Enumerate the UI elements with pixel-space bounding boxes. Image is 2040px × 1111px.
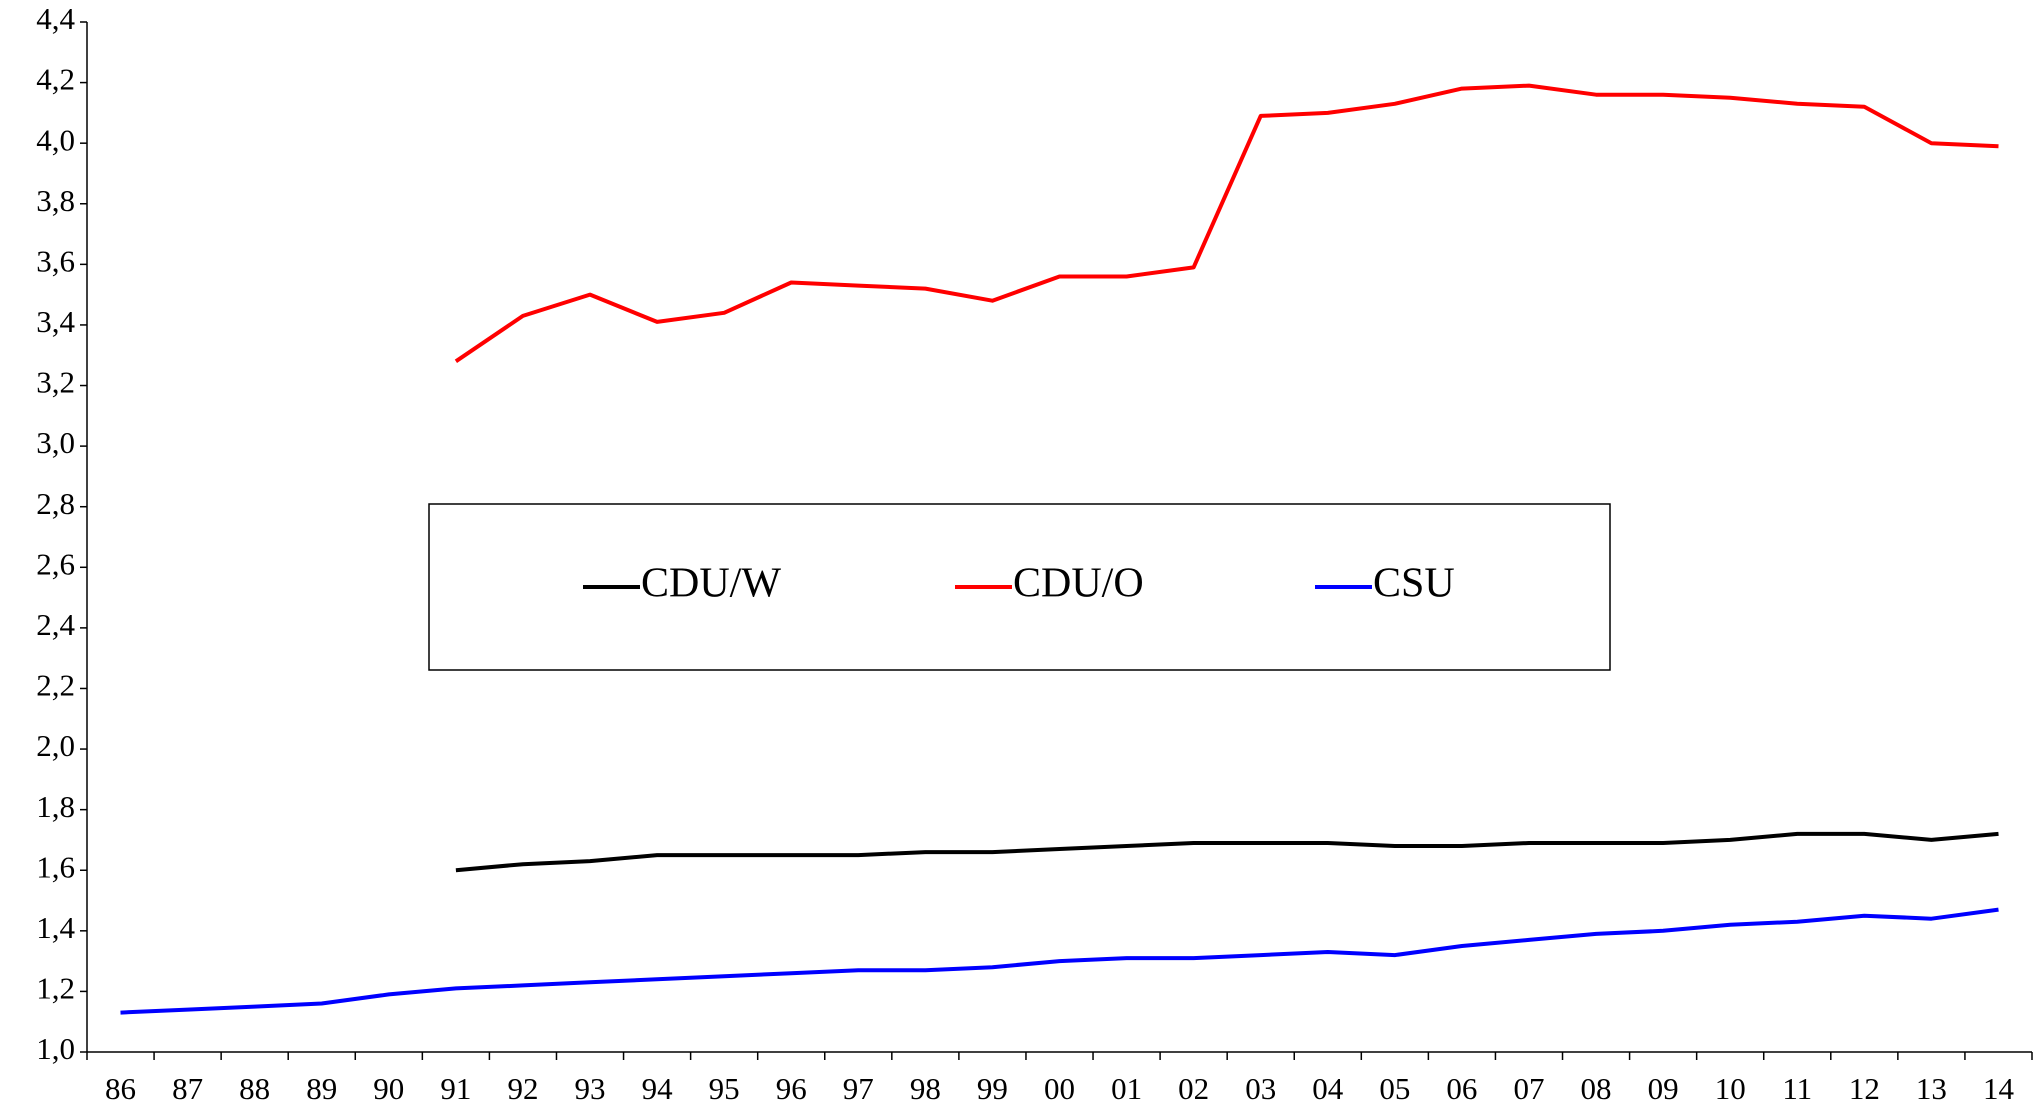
x-tick-label: 91 bbox=[440, 1071, 471, 1106]
x-tick-label: 08 bbox=[1581, 1071, 1612, 1106]
y-tick-label: 3,2 bbox=[36, 365, 75, 400]
legend-label: CDU/O bbox=[1013, 561, 1144, 607]
x-tick-label: 13 bbox=[1916, 1071, 1947, 1106]
series-line bbox=[455, 831, 1999, 873]
series-line bbox=[454, 83, 1999, 363]
legend-label: CSU bbox=[1373, 561, 1455, 607]
x-tick-label: 97 bbox=[843, 1071, 874, 1106]
x-tick-label: 89 bbox=[306, 1071, 337, 1106]
y-tick-label: 2,4 bbox=[36, 607, 75, 642]
x-tick-label: 93 bbox=[575, 1071, 606, 1106]
x-tick-label: 99 bbox=[977, 1071, 1008, 1106]
series-line bbox=[120, 907, 1999, 1015]
x-tick-label: 09 bbox=[1648, 1071, 1679, 1106]
legend-label: CDU/W bbox=[641, 561, 781, 607]
x-tick-label: 04 bbox=[1312, 1071, 1344, 1106]
x-tick-label: 12 bbox=[1849, 1071, 1880, 1106]
x-tick-label: 88 bbox=[239, 1071, 270, 1106]
y-tick-label: 1,2 bbox=[36, 971, 75, 1006]
y-tick-label: 1,4 bbox=[36, 910, 75, 945]
y-tick-label: 1,0 bbox=[36, 1031, 75, 1066]
x-tick-label: 11 bbox=[1782, 1071, 1812, 1106]
x-tick-label: 03 bbox=[1245, 1071, 1276, 1106]
y-tick-label: 3,6 bbox=[36, 243, 75, 278]
y-tick-label: 1,8 bbox=[36, 789, 75, 824]
y-tick-label: 1,6 bbox=[36, 849, 75, 884]
y-tick-label: 2,8 bbox=[36, 486, 75, 521]
x-tick-label: 87 bbox=[172, 1071, 203, 1106]
x-tick-label: 05 bbox=[1379, 1071, 1410, 1106]
y-tick-label: 3,8 bbox=[36, 183, 75, 218]
y-tick-label: 2,6 bbox=[36, 546, 75, 581]
x-tick-label: 14 bbox=[1983, 1071, 2015, 1106]
x-tick-label: 90 bbox=[373, 1071, 404, 1106]
x-tick-label: 95 bbox=[709, 1071, 740, 1106]
x-tick-label: 07 bbox=[1513, 1071, 1544, 1106]
x-tick-label: 01 bbox=[1111, 1071, 1142, 1106]
y-tick-label: 2,2 bbox=[36, 668, 75, 703]
x-tick-label: 10 bbox=[1715, 1071, 1746, 1106]
x-tick-label: 86 bbox=[105, 1071, 136, 1106]
x-tick-label: 96 bbox=[776, 1071, 807, 1106]
x-tick-label: 02 bbox=[1178, 1071, 1209, 1106]
x-tick-label: 92 bbox=[507, 1071, 538, 1106]
y-tick-label: 4,2 bbox=[36, 62, 75, 97]
y-tick-label: 4,0 bbox=[36, 122, 75, 157]
x-tick-label: 06 bbox=[1446, 1071, 1477, 1106]
x-tick-label: 98 bbox=[910, 1071, 941, 1106]
y-tick-label: 2,0 bbox=[36, 728, 75, 763]
y-tick-label: 3,4 bbox=[36, 304, 75, 339]
x-tick-label: 00 bbox=[1044, 1071, 1075, 1106]
y-tick-label: 3,0 bbox=[36, 425, 75, 460]
x-tick-label: 94 bbox=[642, 1071, 674, 1106]
y-tick-label: 4,4 bbox=[36, 1, 75, 36]
